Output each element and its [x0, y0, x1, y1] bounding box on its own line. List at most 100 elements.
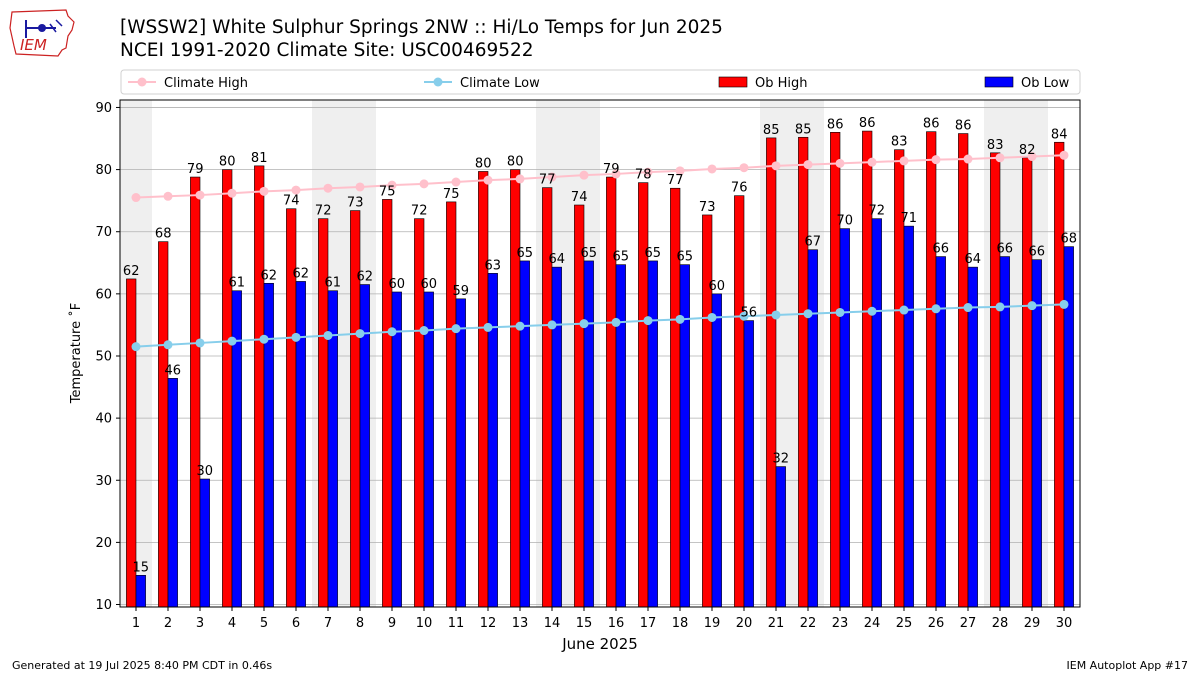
- legend-swatch-ob-high: [718, 76, 748, 88]
- ob-high-bar: [254, 165, 265, 608]
- legend-frame: [120, 69, 1081, 95]
- x-tick-label: 4: [228, 616, 236, 631]
- plot-frame: [119, 99, 1081, 608]
- generated-timestamp: Generated at 19 Jul 2025 8:40 PM CDT in …: [12, 659, 273, 672]
- climate-low-point: [707, 312, 717, 322]
- ob-high-label: 86: [955, 119, 972, 134]
- x-tick-label: 2: [164, 616, 172, 631]
- y-tick-label: 70: [95, 225, 112, 240]
- ob-high-bar: [1022, 157, 1033, 608]
- iem-logo: IEM: [8, 6, 82, 58]
- ob-high-label: 78: [635, 168, 652, 183]
- ob-low-bar: [583, 260, 594, 608]
- ob-low-bar: [167, 378, 178, 608]
- climate-low-point: [163, 340, 173, 350]
- ob-low-label: 64: [549, 252, 566, 267]
- climate-high-point: [355, 182, 365, 192]
- y-tick-label: 40: [95, 412, 112, 427]
- x-tick-label: 18: [672, 616, 689, 631]
- ob-low-label: 64: [965, 252, 982, 267]
- ob-low-bar: [903, 225, 914, 608]
- ob-high-bar: [574, 204, 585, 608]
- ob-low-label: 63: [485, 258, 502, 273]
- ob-high-bar: [190, 176, 201, 608]
- climate-low-point: [1027, 301, 1037, 311]
- climate-high-point: [835, 158, 845, 168]
- ob-low-label: 60: [421, 277, 438, 292]
- x-tick-label: 6: [292, 616, 300, 631]
- ob-high-label: 68: [155, 227, 172, 242]
- x-tick-label: 7: [324, 616, 332, 631]
- x-tick-label: 14: [544, 616, 561, 631]
- ob-high-label: 77: [539, 173, 556, 188]
- ob-high-label: 79: [187, 162, 204, 177]
- ob-high-label: 73: [699, 200, 716, 215]
- y-tick-label: 30: [95, 474, 112, 489]
- x-axis-label: June 2025: [561, 635, 638, 653]
- legend-marker-climate-low: [433, 77, 443, 87]
- climate-high-point: [931, 155, 941, 165]
- climate-high-point: [227, 188, 237, 198]
- x-tick-label: 27: [960, 616, 977, 631]
- y-tick-label: 90: [95, 101, 112, 116]
- x-tick-label: 22: [800, 616, 817, 631]
- climate-high-point: [291, 185, 301, 195]
- legend-label-ob-high: Ob High: [755, 76, 808, 91]
- x-tick-label: 8: [356, 616, 364, 631]
- climate-low-point: [643, 316, 653, 326]
- climate-high-point: [1059, 150, 1069, 160]
- ob-low-label: 62: [293, 266, 310, 281]
- climate-high-point: [771, 161, 781, 171]
- y-gridlines: [120, 107, 1080, 605]
- legend-marker-climate-high: [137, 77, 147, 87]
- x-tick-label: 19: [704, 616, 721, 631]
- ob-low-label: 65: [517, 246, 534, 261]
- ob-high-label: 85: [763, 123, 780, 138]
- climate-high-point: [995, 153, 1005, 163]
- climate-low-point: [899, 305, 909, 315]
- ob-high-label: 80: [507, 155, 524, 170]
- ob-high-bar: [926, 131, 937, 608]
- ob-high-bar: [830, 132, 841, 608]
- x-tick-label: 25: [896, 616, 913, 631]
- chart-legend: Climate High Climate Low Ob High Ob Low: [120, 69, 1081, 95]
- x-tick-label: 5: [260, 616, 268, 631]
- ob-low-label: 61: [229, 276, 246, 291]
- logo-text: IEM: [20, 36, 47, 54]
- climate-low-point: [259, 334, 269, 344]
- ob-high-bar: [222, 169, 233, 608]
- ob-high-bar: [798, 136, 809, 608]
- climate-low-point: [547, 320, 557, 330]
- legend-label-climate-high: Climate High: [164, 76, 248, 91]
- ob-high-bar: [1054, 141, 1065, 608]
- ob-low-bar: [519, 260, 530, 608]
- ob-high-label: 72: [315, 204, 332, 219]
- climate-low-point: [387, 327, 397, 337]
- climate-high-point: [451, 177, 461, 187]
- climate-high-point: [1027, 152, 1037, 162]
- ob-low-label: 46: [165, 363, 182, 378]
- climate-high-point: [515, 174, 525, 184]
- ob-low-bar: [551, 266, 562, 608]
- climate-high-point: [611, 169, 621, 179]
- ob-low-bar: [391, 291, 402, 608]
- ob-high-label: 86: [859, 116, 876, 131]
- ob-low-label: 59: [453, 284, 470, 299]
- ob-low-label: 67: [805, 235, 822, 250]
- climate-high-point: [163, 191, 173, 201]
- app-credit: IEM Autoplot App #17: [1066, 659, 1189, 672]
- climate-low-point: [483, 322, 493, 332]
- x-tick-label: 11: [448, 616, 465, 631]
- climate-high-point: [803, 160, 813, 170]
- ob-low-label: 61: [325, 276, 342, 291]
- ob-low-bar: [1031, 259, 1042, 608]
- ob-low-label: 62: [357, 270, 374, 285]
- ob-low-bar: [647, 260, 658, 608]
- legend-label-climate-low: Climate Low: [460, 76, 540, 91]
- ob-high-bar: [990, 152, 1001, 608]
- ob-high-bar: [126, 278, 137, 608]
- climate-low-point: [323, 330, 333, 340]
- y-tick-label: 10: [95, 598, 112, 613]
- ob-low-bar: [615, 264, 626, 608]
